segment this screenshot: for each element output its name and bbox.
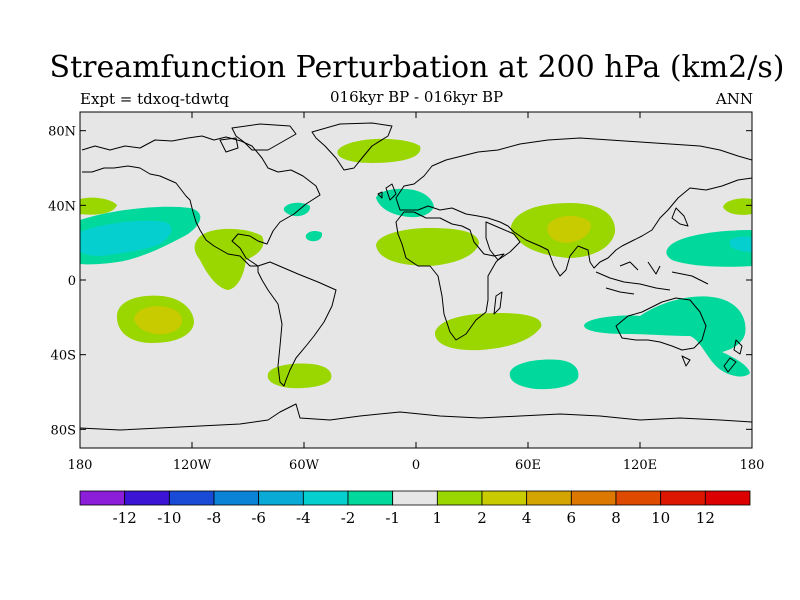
lat-tick-label: 80N [48,125,76,140]
lat-tick-label: 40S [51,349,76,364]
coastline-arctic-islands [219,123,297,153]
coastline-layer [80,122,752,431]
contour-dateline-north-positive-east [723,198,752,215]
contour-north-atlantic-negative [376,188,434,218]
colorbar-swatch [615,490,662,506]
contour-dateline-north-positive [80,197,117,215]
contour-patagonia-positive [267,363,332,389]
colorbar-label: -6 [251,509,266,527]
contour-east-pacific-core [80,220,172,256]
period-label: 016kyr BP - 016kyr BP [330,88,504,106]
lon-tick-label: 120E [623,458,657,473]
colorbar-swatch [168,490,215,506]
contour-south-pacific-core [134,306,183,335]
colorbar-swatch [213,490,260,506]
experiment-label: Expt = tdxoq-tdwtq [80,90,230,108]
colorbar-label: 10 [651,509,670,527]
colorbar-swatch [79,490,126,506]
colorbar-label: -4 [296,509,311,527]
contour-arctic-positive [337,138,421,163]
lon-tick-label: 180 [740,458,765,473]
coastline-japan [671,207,689,227]
colorbar-label: -1 [385,509,400,527]
contour-west-pacific-negative [666,230,752,267]
coastline-indonesia [595,261,709,295]
latitude-axis: 80N 40N 0 40S 80S [48,125,752,438]
colorbar-swatch [124,490,170,506]
coastline-uk [377,183,397,201]
contour-southern-indian-negative [509,359,579,390]
colorbar-label: -2 [341,509,356,527]
longitude-axis: 180 120W 60W 0 60E 120E 180 [68,112,765,473]
colorbar-swatch [704,490,751,506]
lat-tick-label: 40N [48,199,76,214]
contour-west-pacific-core [730,236,752,252]
lat-tick-label: 80S [51,423,76,438]
colorbar-swatch [392,490,438,506]
colorbar-label: -10 [157,509,181,527]
coastline-north-america [81,135,321,267]
coastline-eurasia [395,137,752,277]
lat-tick-label: 0 [68,274,76,289]
coastline-south-america [257,261,337,387]
lon-tick-label: 60E [515,458,541,473]
contour-southern-africa-positive [434,313,542,351]
colorbar-swatch [526,490,572,506]
coastline-madagascar [493,291,503,315]
map-background [80,112,752,448]
plot-title: Streamfunction Perturbation at 200 hPa (… [49,50,785,85]
colorbar-swatch [347,490,394,506]
colorbar-label: 2 [477,509,487,527]
colorbar-swatch [481,490,528,506]
colorbar: -12 -10 -8 -6 -4 -2 -1 1 2 4 6 8 10 12 [79,490,751,527]
contour-west-africa-positive [376,228,479,266]
colorbar-swatch [570,490,617,506]
colorbar-swatch [258,490,304,506]
colorbar-label: 8 [611,509,621,527]
coastline-greenland [311,122,393,171]
lon-tick-label: 120W [173,458,212,473]
lon-tick-label: 180 [68,458,93,473]
lon-tick-label: 0 [412,458,420,473]
colorbar-label: -8 [207,509,222,527]
coastline-arabia [485,221,521,261]
coastline-europe-africa [395,211,505,341]
coastline-new-zealand [723,339,743,373]
colorbar-swatch [302,490,349,506]
colorbar-label: 12 [696,509,715,527]
contour-australia-negative [584,296,750,377]
contour-caribbean-small [305,230,323,242]
colorbar-label: 6 [567,509,577,527]
season-label: ANN [715,90,753,108]
colorbar-label: 1 [433,509,443,527]
lon-tick-label: 60W [289,458,320,473]
colorbar-swatch [660,490,706,506]
colorbar-label: 4 [522,509,532,527]
colorbar-label: -12 [113,509,137,527]
coastline-antarctica [80,403,752,431]
coastline-australia [615,297,707,367]
colorbar-swatch [436,490,483,506]
contour-south-asia-core [547,215,591,243]
